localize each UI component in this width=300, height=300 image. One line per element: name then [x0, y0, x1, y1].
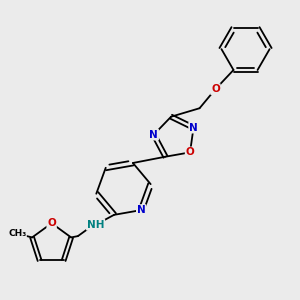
- Text: O: O: [211, 84, 220, 94]
- Text: CH₃: CH₃: [8, 229, 26, 238]
- Text: O: O: [47, 218, 56, 228]
- Text: N: N: [137, 205, 146, 215]
- Text: N: N: [149, 130, 158, 140]
- Text: N: N: [189, 123, 198, 133]
- Text: O: O: [186, 147, 194, 158]
- Text: NH: NH: [87, 220, 104, 230]
